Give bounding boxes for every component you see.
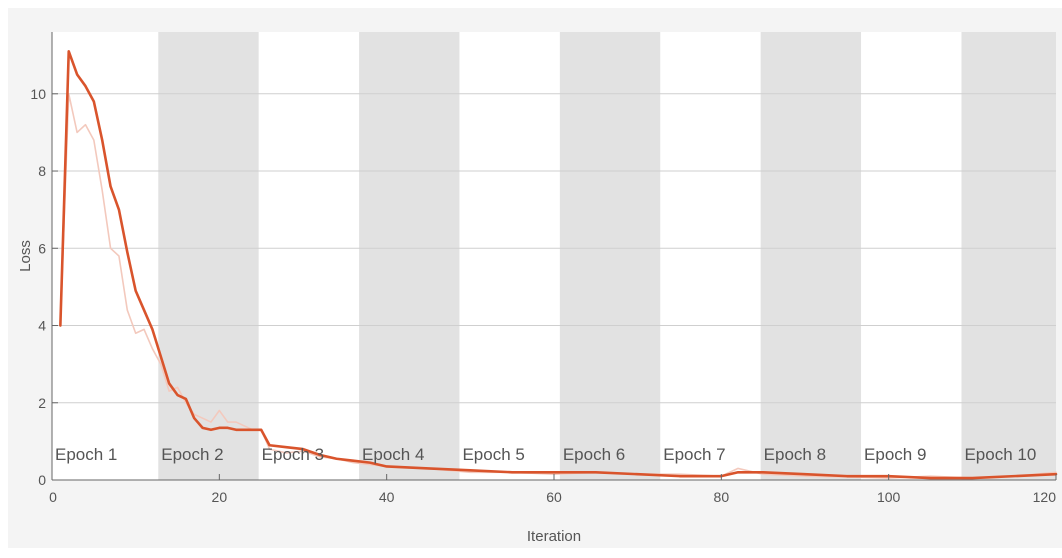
x-tick-label: 100 xyxy=(877,489,901,505)
x-tick-label: 120 xyxy=(1033,489,1057,505)
loss-series-line xyxy=(59,50,1058,480)
y-tick-label: 4 xyxy=(38,318,46,334)
epoch-label: Epoch 3 xyxy=(262,445,324,464)
epoch-label: Epoch 2 xyxy=(161,445,223,464)
epoch-label: Epoch 7 xyxy=(663,445,725,464)
epoch-band-shade xyxy=(359,32,460,480)
epoch-band-shade xyxy=(158,32,259,480)
epoch-band-shade xyxy=(559,32,661,480)
epoch-label: Epoch 9 xyxy=(864,445,926,464)
y-tick-label: 2 xyxy=(38,395,46,411)
y-tick-label: 6 xyxy=(38,240,46,256)
epoch-label: Epoch 6 xyxy=(563,445,625,464)
epoch-label: Epoch 5 xyxy=(462,445,524,464)
epoch-band-shade xyxy=(760,32,862,480)
epoch-label: Epoch 4 xyxy=(362,445,424,464)
series-lines xyxy=(59,50,1058,480)
epoch-bands xyxy=(158,32,1056,480)
y-tick-label: 0 xyxy=(38,472,46,488)
x-tick-label: 80 xyxy=(714,489,730,505)
x-tick-label: 40 xyxy=(379,489,395,505)
x-tick-label: 60 xyxy=(546,489,562,505)
grid-lines xyxy=(52,93,1056,404)
x-tick-label: 0 xyxy=(49,489,57,505)
x-tick-label: 20 xyxy=(212,489,228,505)
y-tick-label: 8 xyxy=(38,163,46,179)
x-axis-label: Iteration xyxy=(527,528,581,545)
y-tick-label: 10 xyxy=(30,86,46,102)
epoch-label: Epoch 8 xyxy=(764,445,826,464)
epoch-labels: Epoch 1 Epoch 2 Epoch 3 Epoch 4 Epoch 5 Epoch… xyxy=(55,445,1036,464)
y-axis-label: Loss xyxy=(17,240,34,272)
epoch-label: Epoch 10 xyxy=(964,445,1036,464)
epoch-label: Epoch 1 xyxy=(55,445,117,464)
epoch-band-shade xyxy=(961,32,1056,480)
